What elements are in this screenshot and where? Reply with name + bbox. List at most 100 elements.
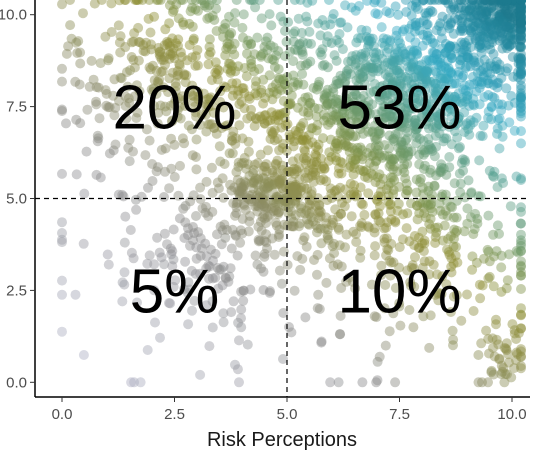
scatter-point [231, 133, 241, 144]
scatter-point [246, 62, 257, 73]
scatter-point [322, 31, 333, 42]
scatter-point [456, 315, 467, 326]
scatter-point [370, 0, 381, 5]
scatter-point [334, 78, 345, 89]
scatter-point [298, 37, 309, 48]
scatter-point [402, 82, 413, 93]
scatter-point [452, 117, 463, 128]
scatter-point [516, 60, 526, 71]
scatter-point [510, 11, 520, 22]
scatter-point [333, 211, 344, 222]
scatter-point [425, 76, 436, 87]
scatter-point [516, 323, 526, 334]
scatter-point [388, 185, 399, 195]
scatter-point [429, 180, 440, 191]
scatter-point [516, 1, 526, 12]
scatter-point [328, 110, 339, 121]
scatter-point [394, 64, 405, 75]
scatter-point [133, 55, 144, 66]
scatter-point [499, 377, 510, 388]
scatter-point [433, 118, 444, 129]
scatter-point [431, 107, 442, 118]
scatter-point [353, 117, 363, 128]
scatter-point [444, 41, 455, 52]
scatter-point [472, 5, 483, 16]
scatter-point [160, 24, 171, 35]
scatter-point [483, 210, 494, 221]
scatter-point [486, 0, 497, 6]
scatter-point [476, 79, 487, 90]
scatter-point [248, 178, 259, 188]
scatter-point [203, 102, 214, 112]
scatter-point [91, 169, 102, 180]
scatter-point [334, 29, 345, 39]
scatter-point [448, 334, 459, 345]
scatter-point [409, 79, 419, 89]
scatter-point [484, 16, 495, 27]
scatter-point [195, 182, 206, 193]
scatter-point [331, 138, 341, 149]
scatter-point [184, 284, 195, 295]
scatter-point [425, 56, 436, 66]
scatter-point [516, 23, 526, 34]
scatter-point [516, 17, 526, 28]
scatter-point [212, 74, 223, 85]
scatter-point [201, 101, 212, 112]
scatter-point [290, 210, 301, 221]
scatter-point [148, 86, 159, 97]
scatter-point [357, 199, 368, 210]
scatter-point [297, 134, 308, 145]
scatter-point [476, 43, 487, 53]
scatter-point [451, 212, 462, 223]
scatter-point [306, 38, 316, 49]
scatter-point [275, 11, 286, 22]
scatter-point [463, 17, 474, 28]
scatter-point [389, 161, 400, 172]
scatter-point [237, 214, 248, 224]
scatter-point [449, 91, 460, 102]
scatter-point [154, 47, 165, 58]
scatter-point [446, 17, 457, 28]
scatter-point [399, 24, 410, 35]
scatter-point [201, 251, 212, 262]
scatter-point [380, 108, 391, 119]
scatter-point [285, 198, 296, 209]
scatter-point [413, 71, 424, 82]
scatter-point [165, 49, 176, 60]
scatter-point [293, 13, 304, 24]
scatter-point [353, 33, 363, 44]
scatter-point [177, 133, 188, 144]
scatter-point [294, 218, 305, 229]
scatter-point [484, 19, 495, 30]
scatter-point [277, 183, 288, 194]
scatter-point [261, 182, 272, 193]
scatter-point [493, 16, 504, 27]
scatter-point [162, 36, 173, 47]
scatter-point [363, 96, 374, 107]
scatter-point [285, 182, 296, 193]
scatter-point [190, 268, 201, 279]
scatter-point [204, 12, 215, 23]
scatter-point [443, 63, 454, 74]
scatter-point [386, 238, 397, 249]
scatter-point [190, 107, 201, 118]
scatter-point [232, 197, 243, 208]
scatter-point [444, 152, 455, 162]
scatter-point [109, 110, 120, 121]
scatter-point [516, 94, 526, 105]
scatter-point [356, 198, 367, 209]
scatter-point [345, 160, 356, 171]
scatter-point [366, 36, 376, 47]
scatter-point [387, 104, 398, 115]
scatter-point [439, 220, 450, 231]
scatter-point [331, 79, 342, 90]
scatter-point [444, 23, 455, 34]
scatter-point [384, 143, 395, 154]
scatter-point [248, 0, 259, 5]
scatter-point [351, 50, 362, 61]
scatter-point [182, 55, 193, 66]
scatter-point [465, 120, 476, 131]
scatter-point [363, 126, 374, 137]
scatter-point [436, 60, 447, 71]
scatter-point [149, 259, 160, 270]
